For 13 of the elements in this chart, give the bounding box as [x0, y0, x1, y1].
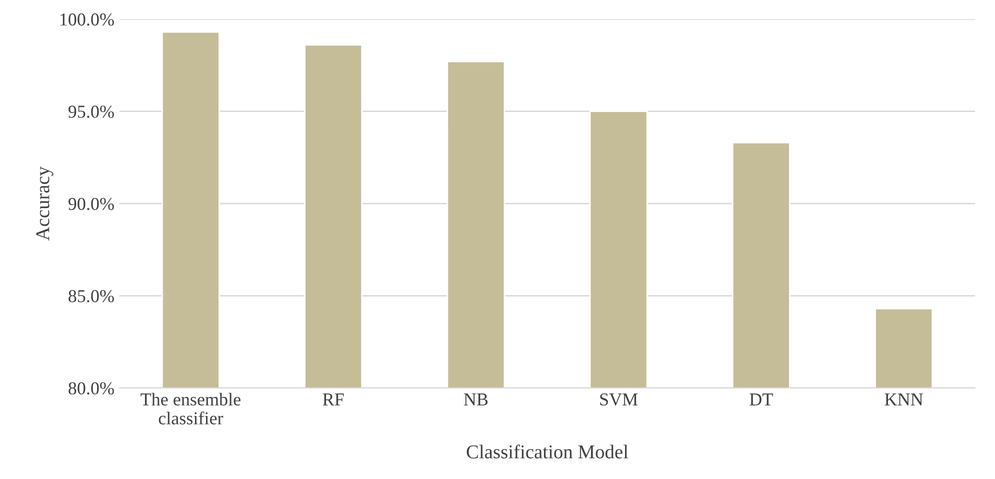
y-tick-label: 85.0% — [68, 290, 114, 302]
x-tick-label: DT — [750, 394, 773, 406]
x-axis-title: Classification Model — [466, 444, 628, 458]
x-tick-label: KNN — [884, 394, 923, 406]
x-tick-label: SVM — [600, 393, 638, 406]
y-tick-label: 90.0% — [68, 198, 114, 210]
x-tick-label: NB — [464, 394, 488, 406]
y-tick-label: 95.0% — [68, 106, 114, 118]
y-tick-label: 80.0% — [68, 382, 114, 395]
x-tick-label: RF — [322, 394, 344, 406]
y-tick-label: 100.0% — [60, 13, 114, 26]
x-tick-label: The ensemble classifier — [140, 392, 240, 424]
y-axis-title: Accuracy — [36, 166, 54, 241]
